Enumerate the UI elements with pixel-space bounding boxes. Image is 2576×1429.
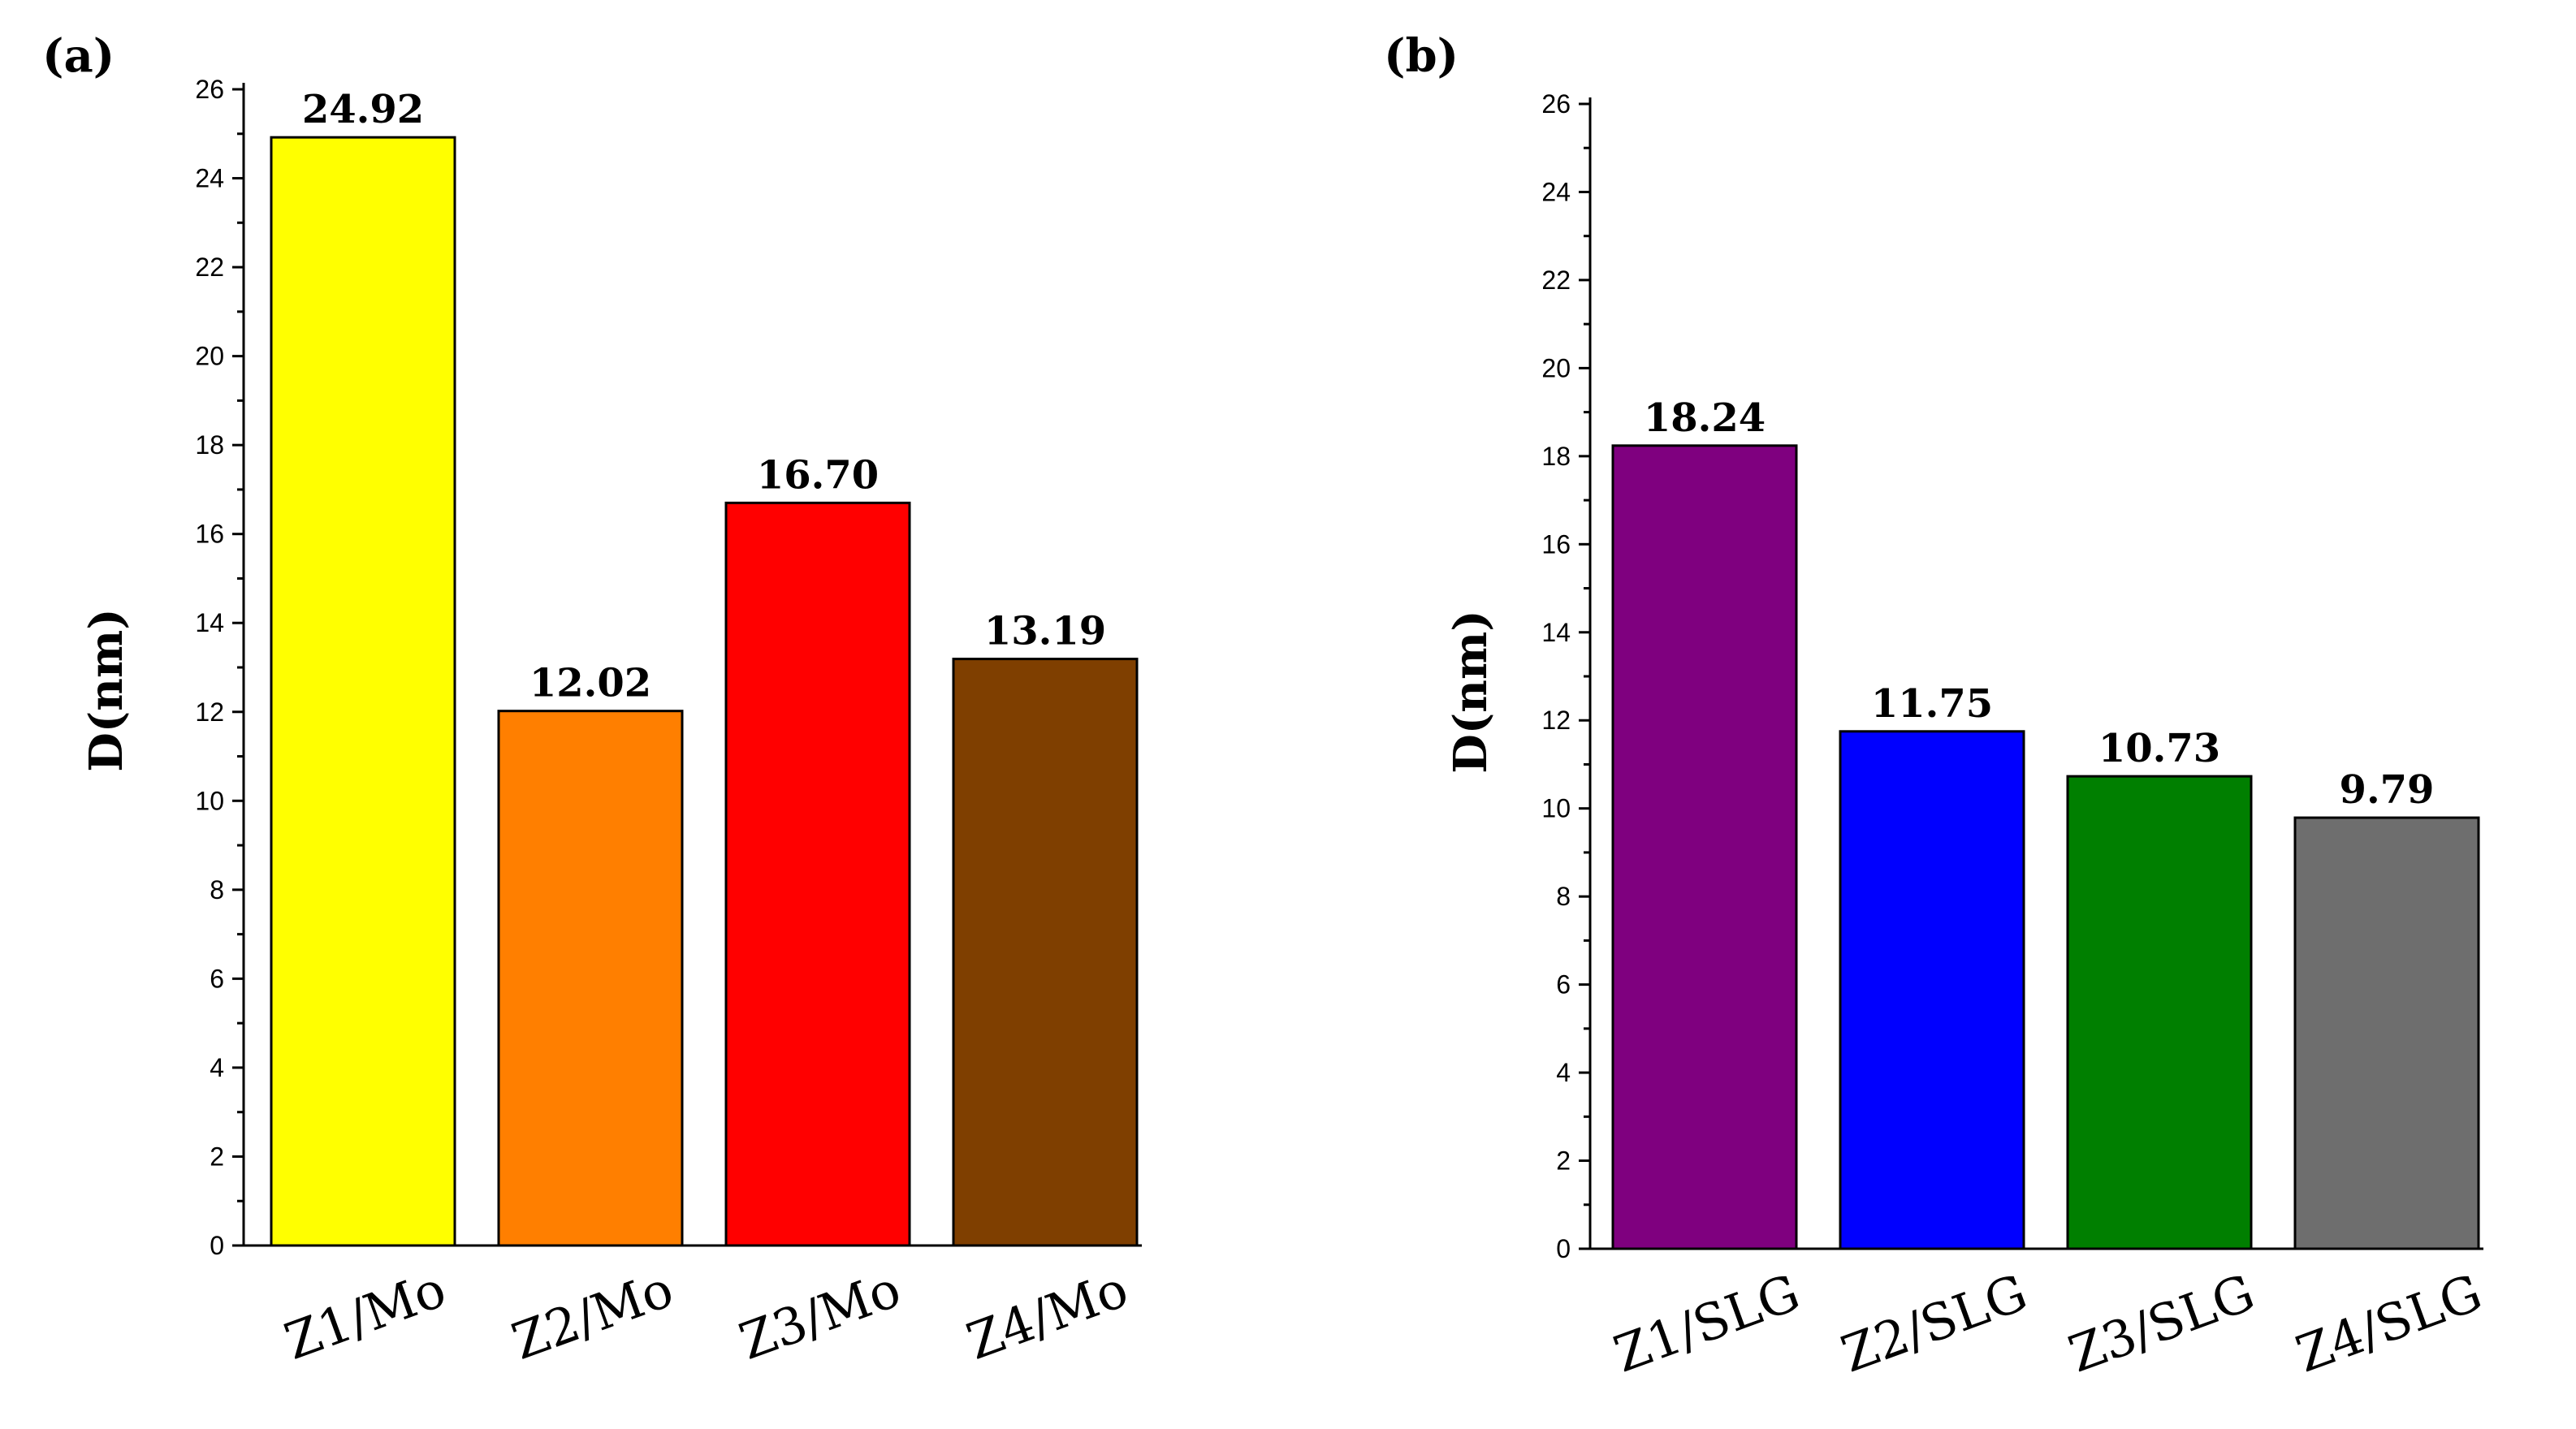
panel-b-y-tick-label: 26 bbox=[1541, 89, 1571, 119]
panel-a-label: (a) bbox=[42, 29, 115, 83]
panel-b-y-tick-label: 0 bbox=[1556, 1234, 1571, 1263]
panel-b-y-tick-label: 20 bbox=[1541, 353, 1571, 382]
panel-b-bar-4 bbox=[2293, 816, 2480, 1250]
panel-b-y-tick-label: 6 bbox=[1556, 970, 1571, 999]
panel-a-data-label-1: 24.92 bbox=[302, 87, 424, 132]
panel-b-data-label-1: 18.24 bbox=[1644, 395, 1766, 441]
panel-a-bar-3 bbox=[724, 501, 911, 1247]
panel-a-data-label-4: 13.19 bbox=[984, 609, 1106, 654]
panel-b-data-label-4: 9.79 bbox=[2340, 767, 2435, 813]
panel-a-bar-1 bbox=[270, 136, 456, 1247]
panel-b-bar-1 bbox=[1611, 444, 1798, 1250]
panel-b-y-tick-label: 8 bbox=[1556, 882, 1571, 911]
panel-a-y-tick-label: 22 bbox=[195, 253, 224, 282]
panel-b-data-label-3: 10.73 bbox=[2098, 726, 2220, 771]
panel-a-y-axis-title: D(nm) bbox=[80, 608, 133, 772]
panel-a-data-label-3: 16.70 bbox=[757, 452, 879, 498]
panel-a-y-tick-label: 14 bbox=[195, 608, 224, 637]
panel-a-y-tick-label: 18 bbox=[195, 430, 224, 460]
panel-b-y-tick-label: 18 bbox=[1541, 442, 1571, 471]
panel-b-bar-2 bbox=[1839, 730, 2025, 1250]
panel-a-y-tick-label: 24 bbox=[195, 164, 224, 193]
panel-a-category-label-4: Z4/Mo bbox=[959, 1259, 1135, 1371]
panel-a-category-label-1: Z1/Mo bbox=[277, 1259, 453, 1371]
panel-a-data-label-2: 12.02 bbox=[529, 661, 651, 706]
panel-b-label: (b) bbox=[1384, 29, 1459, 83]
panel-a-category-label-3: Z3/Mo bbox=[732, 1259, 908, 1371]
panel-a-y-tick-label: 10 bbox=[195, 786, 224, 815]
panel-b-category-label-1: Z1/SLG bbox=[1606, 1263, 1807, 1384]
panel-a-bars: 24.92 Z1/Mo 12.02 Z2/Mo 16.70 Z3/Mo 13.19 Z4/Mo bbox=[270, 87, 1139, 1371]
panel-a-y-tick-label: 20 bbox=[195, 342, 224, 371]
panel-b-y-tick-label: 24 bbox=[1541, 177, 1571, 206]
panel-a-y-tick-label: 6 bbox=[210, 964, 224, 993]
panel-b-y-tick-label: 14 bbox=[1541, 618, 1571, 647]
panel-b-y-tick-label: 16 bbox=[1541, 529, 1571, 559]
panel-b-y-tick-label: 12 bbox=[1541, 706, 1571, 735]
panel-b-category-label-4: Z4/SLG bbox=[2289, 1263, 2489, 1384]
panel-a-bar-4 bbox=[952, 658, 1139, 1247]
panel-b-y-tick-label: 2 bbox=[1556, 1146, 1571, 1176]
panel-a-y-tick-label: 12 bbox=[195, 697, 224, 727]
panel-b-y-tick-label: 22 bbox=[1541, 266, 1571, 295]
panel-a-y-tick-label: 4 bbox=[210, 1053, 224, 1082]
panel-a-y-tick-label: 26 bbox=[195, 75, 224, 104]
panel-a-y-tick-label: 16 bbox=[195, 520, 224, 549]
panel-b-bars: 18.24 Z1/SLG 11.75 Z2/SLG 10.73 Z3/SLG 9.79 Z4/… bbox=[1606, 395, 2489, 1384]
panel-b-category-label-2: Z2/SLG bbox=[1834, 1263, 2034, 1384]
panel-a-y-tick-label: 2 bbox=[210, 1142, 224, 1171]
panel-b-y-tick-label: 4 bbox=[1556, 1058, 1571, 1087]
panel-a-y-tick-label: 0 bbox=[210, 1231, 224, 1260]
panel-a-bar-2 bbox=[497, 710, 684, 1247]
panel-b-y-tick-label: 10 bbox=[1541, 794, 1571, 823]
panel-a-category-label-2: Z2/Mo bbox=[504, 1259, 681, 1371]
panel-b-y-axis-title: D(nm) bbox=[1444, 610, 1498, 774]
panel-a-y-tick-label: 8 bbox=[210, 875, 224, 904]
panel-b-bar-3 bbox=[2066, 775, 2253, 1250]
panel-b-data-label-2: 11.75 bbox=[1871, 681, 1993, 727]
panel-b-category-label-3: Z3/SLG bbox=[2061, 1263, 2262, 1384]
